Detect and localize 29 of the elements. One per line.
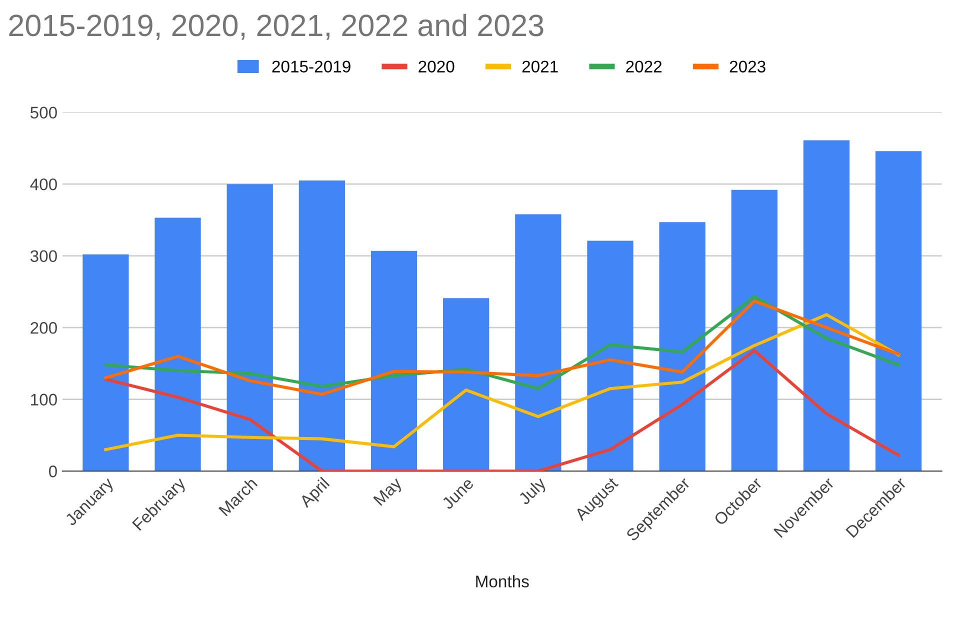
y-tick-label: 300 (30, 250, 57, 262)
chart-title: 2015-2019, 2020, 2021, 2022 and 2023 (9, 14, 544, 40)
y-tick-label: 200 (30, 322, 57, 334)
y-tick-label: 100 (31, 394, 57, 406)
line-series (104, 349, 900, 472)
line-series (104, 313, 900, 452)
y-tick-label: 400 (30, 178, 57, 190)
bar (298, 180, 345, 472)
legend-label: 2015-2019 (272, 60, 350, 72)
x-axis-title: Months (476, 575, 529, 588)
bar (443, 298, 490, 472)
legend-label: 2020 (418, 60, 454, 72)
bar (370, 250, 418, 472)
bar (226, 184, 273, 472)
bar (875, 151, 922, 472)
bar (803, 140, 850, 472)
y-tick-label: 500 (30, 106, 57, 119)
legend-label: 2023 (730, 60, 766, 72)
y-tick-label: 0 (48, 466, 57, 478)
bar (154, 218, 201, 472)
bar (659, 222, 706, 472)
legend-label: 2022 (626, 60, 662, 72)
x-tick-label: July (517, 476, 550, 508)
bar (82, 254, 129, 472)
x-tick-label: May (373, 476, 405, 508)
legend-label: 2021 (522, 60, 558, 72)
bar (515, 214, 562, 472)
bar (587, 240, 634, 472)
bar (731, 190, 778, 472)
